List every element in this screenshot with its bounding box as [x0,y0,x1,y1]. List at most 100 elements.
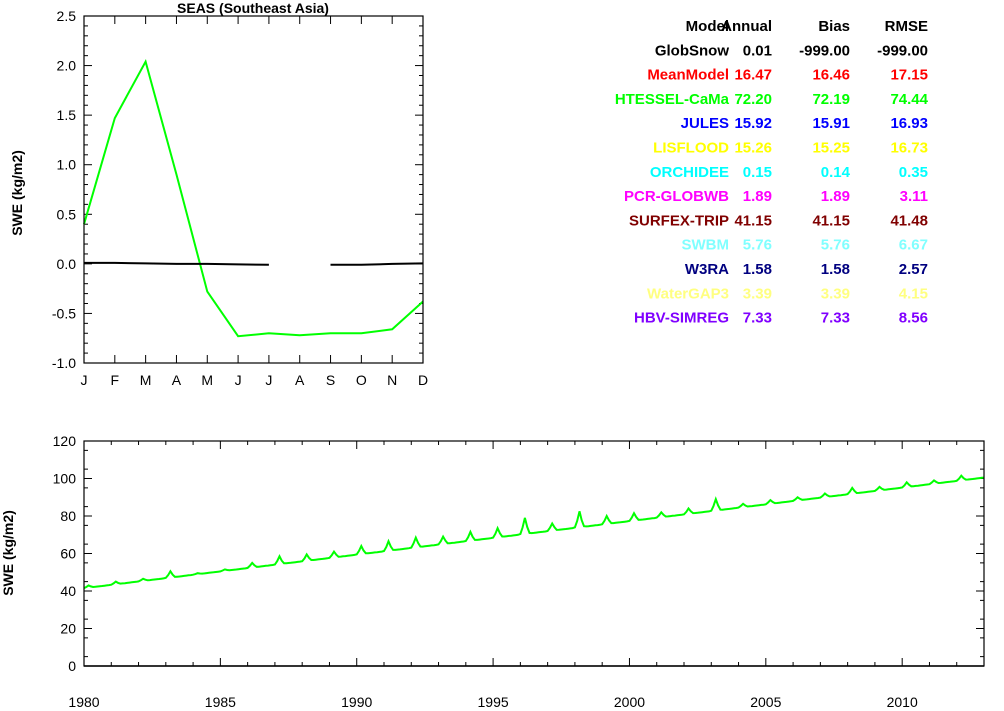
series-line-globsnow [84,261,269,266]
stats-value: 41.48 [890,212,928,229]
x-tick-label: 1990 [341,694,372,710]
stats-model-name: SURFEX-TRIP [629,212,729,229]
stats-model-name: ORCHIDEE [650,164,729,181]
stats-value: 15.92 [734,115,772,132]
stats-model-name: HBV-SIMREG [634,310,729,327]
y-tick-label: 0 [68,658,76,674]
x-tick-label: N [387,372,397,388]
y-tick-label: 2.0 [57,58,77,74]
stats-value: 0.14 [821,164,851,181]
stats-model-name: WaterGAP3 [647,285,729,302]
x-tick-label: S [326,372,335,388]
stats-value: 1.58 [821,261,850,278]
y-tick-label: -1.0 [52,355,76,371]
seasonal-plot-frame [83,15,424,364]
seasonal-chart: SEAS (Southeast Asia) SWE (kg/m2) 2.5 2.0… [9,0,428,388]
x-tick-label: 2000 [614,694,645,710]
stats-value: 5.76 [821,237,850,254]
y-tick-label: 40 [60,583,76,599]
chart-title: SEAS (Southeast Asia) [177,0,329,16]
y-tick-label: 100 [53,471,77,487]
stats-value: 4.15 [899,285,928,302]
x-tick-label: 2005 [750,694,781,710]
y-tick-label: 0.0 [57,256,77,272]
y-tick-label: -0.5 [52,305,76,321]
x-tick-label: F [111,372,120,388]
stats-value: 6.67 [899,237,928,254]
x-tick-label: 1995 [478,694,509,710]
stats-value: -999.00 [799,42,850,59]
stats-model-name: HTESSEL-CaMa [615,91,730,108]
stats-value: 5.76 [743,237,772,254]
stats-value: 16.46 [812,67,850,84]
x-tick-label: D [418,372,428,388]
y-tick-label: 0.5 [57,206,77,222]
stats-model-name: LISFLOOD [653,140,729,157]
stats-header-rmse: RMSE [885,18,928,35]
x-tick-label: 1985 [205,694,236,710]
stats-model-name: MeanModel [647,67,729,84]
x-tick-label: O [356,372,367,388]
series-line-htessel-cama [83,474,985,590]
stats-value: 15.26 [734,140,772,157]
stats-value: 15.25 [812,140,850,157]
y-tick-label: 1.0 [57,157,77,173]
y-tick-label: 60 [60,546,76,562]
stats-value: 0.35 [899,164,928,181]
stats-value: 41.15 [812,212,850,229]
stats-value: 72.20 [734,91,772,108]
y-tick-label: 1.5 [57,107,77,123]
timeseries-plot-frame [83,440,985,667]
x-tick-label: 1980 [68,694,99,710]
seasonal-series [83,58,424,338]
x-tick-label: J [265,372,272,388]
y-tick-label: 20 [60,621,76,637]
stats-value: 72.19 [812,91,850,108]
timeseries-series [83,474,985,667]
x-tick-label: M [201,372,213,388]
stats-value: 15.91 [812,115,850,132]
series-line-htessel-cama [83,58,424,338]
y-axis-label: SWE (kg/m2) [9,150,25,236]
seasonal-axes: 2.5 2.0 1.5 1.0 0.5 0.0 -0.5 -1.0 J F M A M J J A S O N D [52,8,428,388]
stats-value: 74.44 [890,91,928,108]
stats-value: 2.57 [899,261,928,278]
stats-model-name: JULES [681,115,729,132]
stats-value: 3.11 [900,188,928,205]
y-axis-label: SWE (kg/m2) [0,510,16,596]
stats-model-name: GlobSnow [655,42,729,59]
series-line-globsnow [330,262,424,266]
stats-value: 1.89 [821,188,850,205]
stats-value: 16.93 [890,115,928,132]
stats-value: 0.01 [743,42,772,59]
stats-value: 7.33 [743,310,772,327]
stats-value: 3.39 [743,285,772,302]
stats-header-annual: Annual [721,18,772,35]
stats-header-model: Model [686,18,729,35]
stats-model-name: PCR-GLOBWB [624,188,729,205]
stats-value: 16.47 [734,67,772,84]
stats-value: -999.00 [877,42,928,59]
stats-value: 1.58 [743,261,772,278]
x-tick-label: J [81,372,88,388]
stats-value: 41.15 [734,212,772,229]
stats-value: 3.39 [821,285,850,302]
stats-value: 1.89 [743,188,772,205]
x-tick-label: A [172,372,182,388]
y-tick-label: 120 [53,433,77,449]
stats-value: 0.15 [743,164,772,181]
y-tick-label: 80 [60,508,76,524]
stats-model-name: W3RA [685,261,729,278]
stats-value: 16.73 [890,140,928,157]
x-tick-label: 2010 [887,694,918,710]
y-tick-label: 2.5 [57,8,77,24]
stats-header-bias: Bias [818,18,850,35]
stats-value: 17.15 [890,67,928,84]
stats-model-name: SWBM [682,237,730,254]
stats-value: 7.33 [821,310,850,327]
stats-value: 8.56 [899,310,928,327]
timeseries-axes: 120 100 80 60 40 20 0 1980 1985 1990 1995 2000 2005 2… [53,433,985,710]
